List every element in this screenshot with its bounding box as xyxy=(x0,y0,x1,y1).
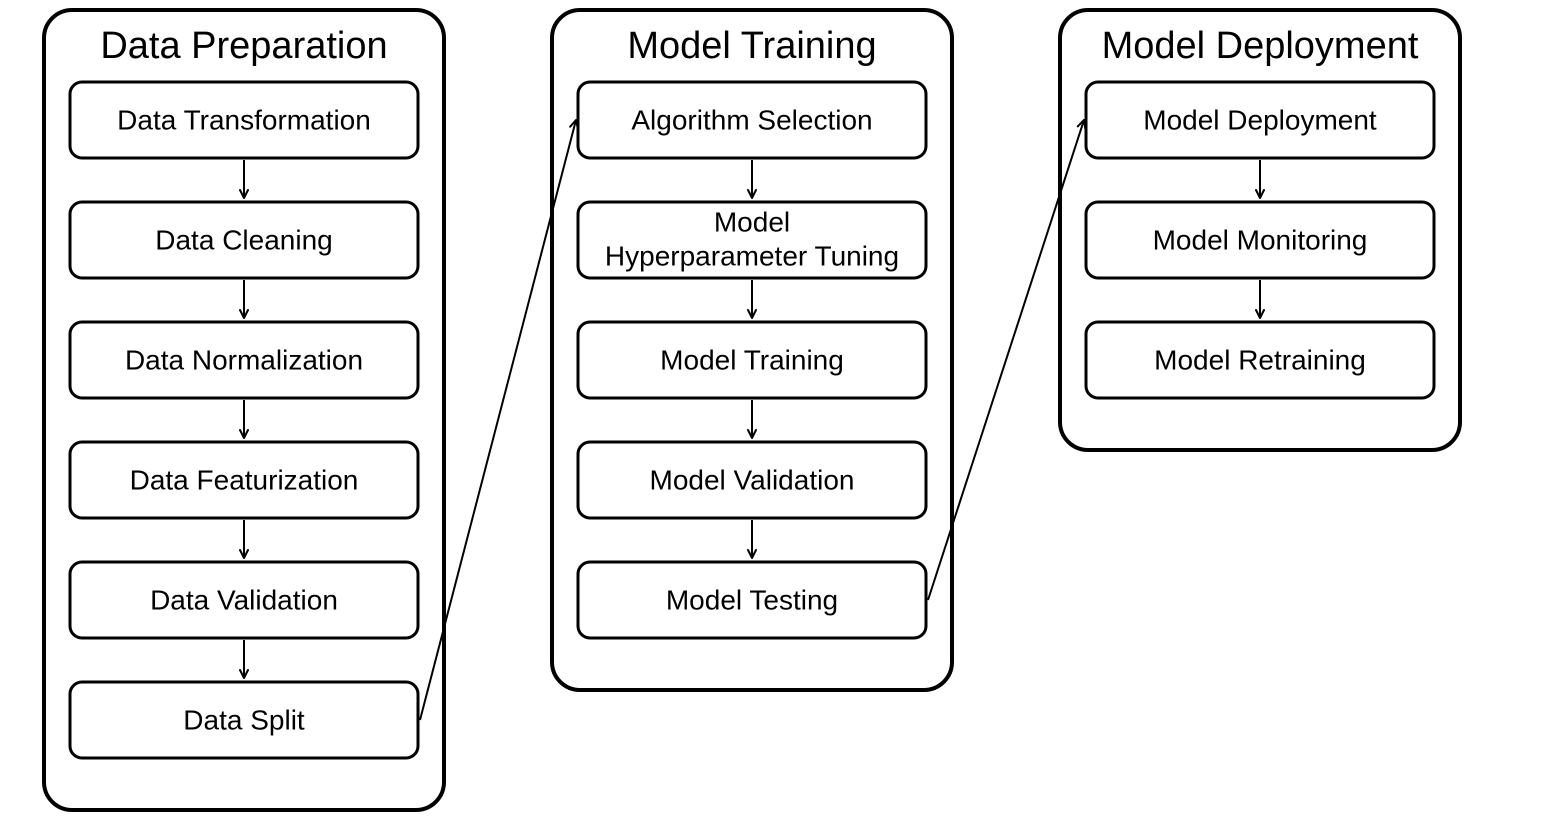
step-label: Algorithm Selection xyxy=(631,104,872,135)
step-label-line1: Model xyxy=(714,206,790,237)
stage-model-deployment: Model Deployment Model Deployment Model Mo… xyxy=(1060,10,1460,450)
step-label: Data Transformation xyxy=(117,104,371,135)
ml-pipeline-flowchart: Data Preparation Data Transformation Data … xyxy=(0,0,1563,823)
step-model-deployment-step: Model Deployment xyxy=(1086,82,1434,158)
step-data-split: Data Split xyxy=(70,682,418,758)
step-label: Model Retraining xyxy=(1154,344,1366,375)
step-label: Model Testing xyxy=(666,584,838,615)
step-label: Data Featurization xyxy=(130,464,359,495)
stage-title: Model Deployment xyxy=(1102,25,1419,67)
step-data-cleaning: Data Cleaning xyxy=(70,202,418,278)
step-label: Data Validation xyxy=(150,584,338,615)
step-label-line2: Hyperparameter Tuning xyxy=(605,240,899,271)
step-algorithm-selection: Algorithm Selection xyxy=(578,82,926,158)
step-hyperparameter-tuning: ModelHyperparameter Tuning xyxy=(578,202,926,278)
step-model-retraining: Model Retraining xyxy=(1086,322,1434,398)
step-label: Model Monitoring xyxy=(1153,224,1368,255)
step-label: Data Normalization xyxy=(125,344,363,375)
step-data-normalization: Data Normalization xyxy=(70,322,418,398)
stage-model-training: Model Training Algorithm Selection ModelHy… xyxy=(552,10,952,690)
step-data-transformation: Data Transformation xyxy=(70,82,418,158)
step-label: Data Split xyxy=(183,704,305,735)
stage-title: Data Preparation xyxy=(100,25,387,67)
step-model-validation: Model Validation xyxy=(578,442,926,518)
step-label: Model Training xyxy=(660,344,844,375)
step-model-testing: Model Testing xyxy=(578,562,926,638)
step-label: Data Cleaning xyxy=(155,224,332,255)
step-label: Model Deployment xyxy=(1143,104,1377,135)
step-label: Model Validation xyxy=(650,464,855,495)
step-data-validation: Data Validation xyxy=(70,562,418,638)
step-model-monitoring: Model Monitoring xyxy=(1086,202,1434,278)
step-data-featurization: Data Featurization xyxy=(70,442,418,518)
stage-title: Model Training xyxy=(627,25,876,67)
step-model-training-step: Model Training xyxy=(578,322,926,398)
